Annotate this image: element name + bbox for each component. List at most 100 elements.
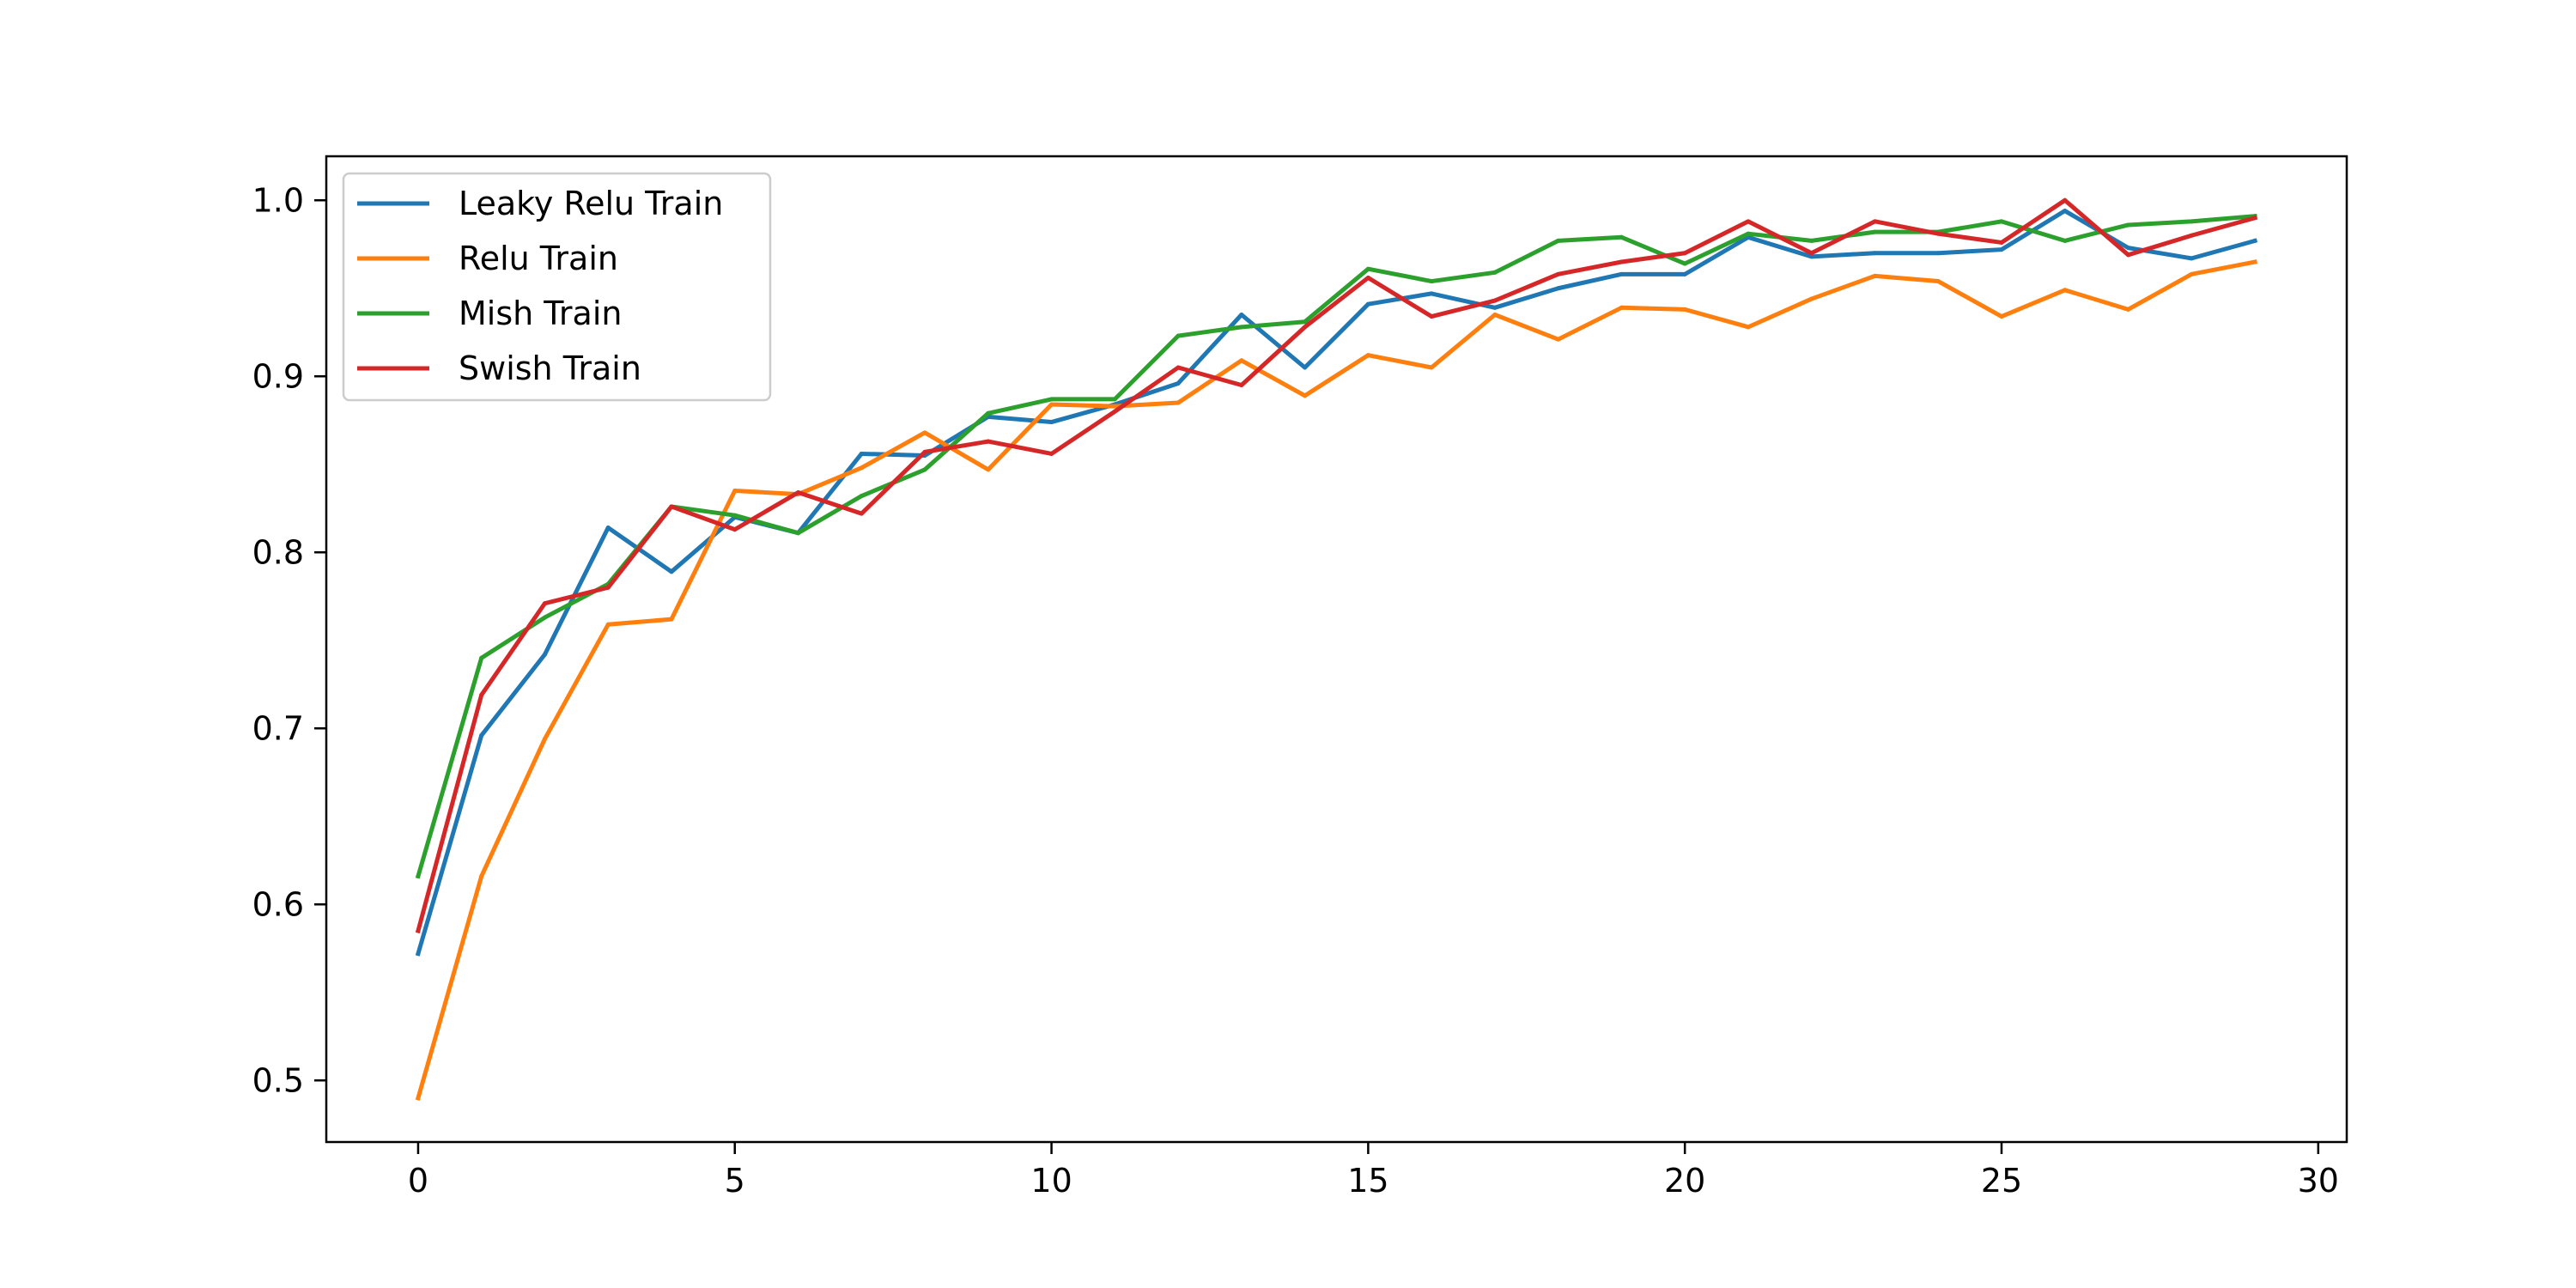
x-tick-label: 5 — [725, 1162, 745, 1200]
data-point — [1239, 325, 1244, 330]
data-point — [1492, 305, 1498, 310]
data-point — [1303, 319, 1308, 325]
data-point — [2189, 219, 2194, 224]
data-point — [1556, 271, 1561, 276]
series-layer — [415, 197, 2258, 1101]
y-tick-label: 1.0 — [252, 181, 304, 219]
data-point — [1872, 251, 1877, 256]
data-point — [1239, 358, 1244, 363]
data-point — [542, 601, 547, 606]
data-point — [859, 494, 864, 499]
data-point — [1049, 397, 1054, 402]
data-point — [2063, 288, 2068, 293]
data-point — [542, 615, 547, 620]
x-tick-label: 20 — [1664, 1162, 1705, 1200]
y-axis: 0.5 0.6 0.7 0.8 0.9 1.0 — [252, 181, 326, 1099]
data-point — [2252, 216, 2257, 221]
legend: Leaky Relu Train Relu Train Mish Train Swis… — [342, 172, 772, 402]
data-point — [1429, 365, 1434, 370]
data-point — [1999, 247, 2004, 252]
data-point — [1746, 219, 1751, 224]
data-point — [2126, 246, 2131, 251]
series-line — [415, 214, 2257, 879]
data-point — [859, 465, 864, 471]
y-tick-label: 0.9 — [252, 357, 304, 395]
data-point — [1872, 229, 1877, 234]
data-point — [796, 531, 801, 536]
data-point — [1746, 325, 1751, 330]
data-point — [669, 569, 674, 574]
legend-item: Mish Train — [357, 295, 622, 332]
data-point — [1176, 365, 1181, 370]
data-point — [542, 737, 547, 742]
legend-label: Leaky Relu Train — [459, 185, 723, 222]
data-point — [1999, 219, 2004, 224]
data-point — [1365, 275, 1370, 280]
x-axis: 0 5 10 15 20 25 30 — [408, 1142, 2339, 1200]
data-point — [2063, 209, 2068, 214]
data-point — [1746, 231, 1751, 236]
data-point — [1682, 307, 1687, 312]
data-point — [732, 489, 738, 493]
data-point — [1429, 279, 1434, 284]
data-point — [416, 951, 421, 957]
x-tick-label: 0 — [408, 1162, 428, 1200]
data-point — [479, 732, 484, 738]
data-point — [1365, 301, 1370, 307]
data-point — [1682, 251, 1687, 256]
series-3 — [415, 197, 2258, 934]
data-point — [986, 410, 991, 416]
y-tick-label: 0.7 — [252, 709, 304, 747]
data-point — [2126, 252, 2131, 258]
data-point — [1112, 397, 1117, 402]
data-point — [1809, 238, 1814, 243]
data-point — [416, 873, 421, 878]
x-tick-label: 15 — [1347, 1162, 1388, 1200]
x-tick-label: 10 — [1030, 1162, 1072, 1200]
data-point — [986, 467, 991, 472]
data-point — [1049, 451, 1054, 456]
data-point — [1049, 402, 1054, 407]
data-point — [2189, 233, 2194, 238]
data-point — [1492, 270, 1498, 275]
data-point — [859, 451, 864, 456]
data-point — [1682, 271, 1687, 276]
data-point — [1239, 313, 1244, 317]
x-tick-label: 25 — [1981, 1162, 2022, 1200]
data-point — [479, 692, 484, 697]
legend-item: Swish Train — [357, 349, 641, 387]
data-point — [2189, 256, 2194, 261]
data-point — [986, 439, 991, 444]
legend-item: Leaky Relu Train — [357, 185, 723, 222]
data-point — [1682, 261, 1687, 266]
data-point — [416, 1096, 421, 1101]
data-point — [1935, 279, 1941, 284]
x-tick-label: 30 — [2298, 1162, 2339, 1200]
data-point — [2252, 259, 2257, 264]
data-point — [1176, 380, 1181, 386]
y-tick-label: 0.6 — [252, 885, 304, 923]
data-point — [1303, 365, 1308, 370]
data-point — [1365, 353, 1370, 358]
data-point — [1935, 251, 1941, 256]
data-point — [1492, 298, 1498, 303]
data-point — [1049, 420, 1054, 425]
data-point — [922, 467, 927, 472]
legend-label: Mish Train — [459, 295, 622, 332]
data-point — [1176, 400, 1181, 405]
data-point — [1619, 305, 1624, 310]
data-point — [2126, 307, 2131, 312]
data-point — [1176, 333, 1181, 338]
data-point — [922, 430, 927, 435]
data-point — [1619, 259, 1624, 264]
data-point — [2252, 238, 2257, 243]
legend-label: Swish Train — [459, 349, 641, 387]
data-point — [2189, 271, 2194, 276]
data-point — [1112, 404, 1117, 409]
data-point — [1556, 337, 1561, 342]
data-point — [1619, 271, 1624, 276]
data-point — [605, 585, 611, 590]
data-point — [669, 504, 674, 509]
data-point — [796, 490, 801, 495]
